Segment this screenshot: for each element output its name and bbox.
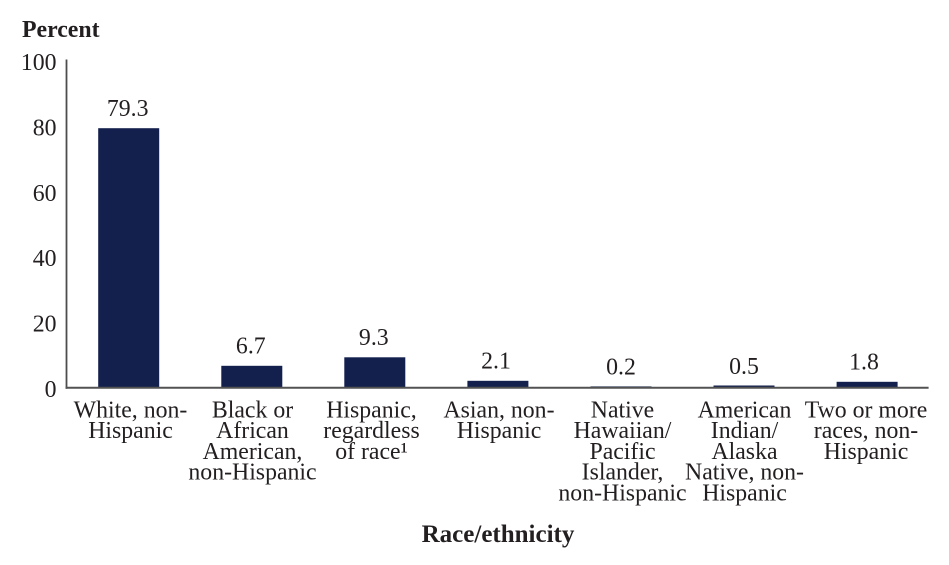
svg-text:1.8: 1.8	[849, 350, 879, 376]
svg-text:African: African	[216, 418, 289, 444]
svg-text:6.7: 6.7	[236, 334, 266, 360]
svg-text:Two or more: Two or more	[805, 397, 928, 423]
svg-text:0.2: 0.2	[606, 355, 636, 381]
svg-text:Indian/: Indian/	[711, 418, 779, 444]
svg-text:Islander,: Islander,	[582, 460, 664, 486]
svg-text:non-Hispanic: non-Hispanic	[188, 460, 316, 486]
svg-text:Race/ethnicity: Race/ethnicity	[422, 521, 575, 548]
svg-text:American,: American,	[203, 439, 303, 465]
svg-text:Native: Native	[591, 397, 654, 423]
svg-text:American: American	[698, 397, 792, 423]
svg-text:Hispanic: Hispanic	[824, 439, 909, 465]
svg-text:Hispanic,: Hispanic,	[326, 397, 417, 423]
svg-text:60: 60	[33, 181, 57, 207]
svg-text:Asian, non-: Asian, non-	[443, 397, 554, 423]
svg-text:40: 40	[33, 246, 57, 272]
svg-text:Percent: Percent	[22, 17, 100, 43]
svg-text:non-Hispanic: non-Hispanic	[558, 481, 686, 507]
svg-text:100: 100	[21, 50, 57, 76]
svg-text:0.5: 0.5	[729, 354, 759, 380]
svg-text:Native, non-: Native, non-	[685, 460, 804, 486]
svg-text:of race¹: of race¹	[335, 439, 408, 465]
svg-text:White, non-: White, non-	[74, 397, 188, 423]
svg-text:Hawaiian/: Hawaiian/	[574, 418, 672, 444]
svg-text:0: 0	[45, 377, 57, 403]
svg-text:20: 20	[33, 312, 57, 338]
svg-text:regardless: regardless	[323, 418, 419, 444]
svg-text:Pacific: Pacific	[589, 439, 655, 465]
svg-text:80: 80	[33, 116, 57, 142]
svg-text:Hispanic: Hispanic	[702, 481, 787, 507]
svg-text:79.3: 79.3	[107, 96, 149, 122]
svg-text:9.3: 9.3	[359, 325, 389, 351]
svg-text:Black or: Black or	[212, 397, 293, 423]
svg-text:races, non-: races, non-	[814, 418, 918, 444]
svg-text:Hispanic: Hispanic	[88, 418, 173, 444]
svg-text:Hispanic: Hispanic	[457, 418, 542, 444]
svg-text:Alaska: Alaska	[711, 439, 778, 465]
svg-text:2.1: 2.1	[481, 349, 511, 375]
